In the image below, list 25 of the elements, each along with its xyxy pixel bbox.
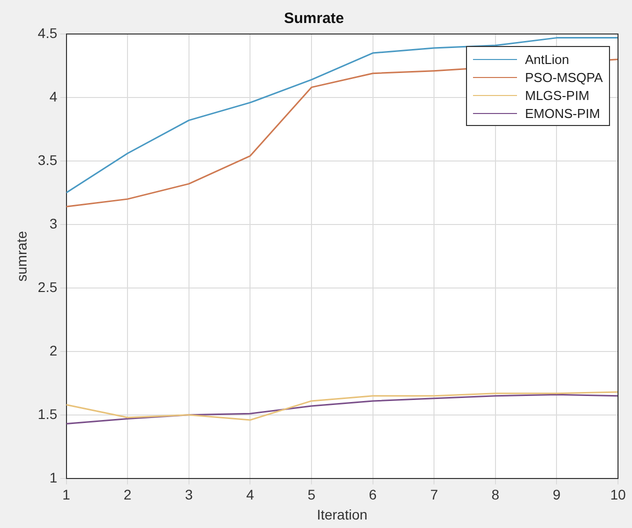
x-tick-label: 6	[368, 486, 377, 503]
legend-label: PSO-MSQPA	[525, 70, 603, 84]
x-tick-label: 2	[124, 486, 132, 503]
y-tick-label: 4	[49, 88, 58, 104]
x-tick-label: 7	[430, 486, 438, 503]
x-tick-label: 10	[610, 486, 626, 503]
y-tick-label: 4.5	[38, 24, 58, 41]
x-tick-label: 1	[62, 486, 70, 503]
y-tick-label: 2	[49, 342, 58, 358]
y-axis-title: sumrate	[13, 230, 30, 282]
legend-label: MLGS-PIM	[525, 88, 590, 102]
x-tick-label: 5	[308, 486, 316, 503]
y-tick-label: 1	[49, 469, 58, 486]
chart-title: Sumrate	[284, 10, 344, 28]
legend-label: EMONS-PIM	[525, 106, 600, 120]
y-tick-label: 2.5	[38, 278, 58, 295]
y-tick-label: 3.5	[38, 152, 58, 168]
x-axis-title: Iteration	[316, 506, 368, 522]
x-tick-label: 8	[491, 486, 500, 503]
legend-label: AntLion	[525, 52, 570, 66]
x-tick-label: 4	[246, 486, 254, 503]
y-tick-label: 3	[49, 215, 58, 232]
y-tick-label: 1.5	[38, 406, 58, 422]
x-tick-label: 3	[184, 486, 193, 503]
x-tick-label: 9	[552, 486, 561, 503]
